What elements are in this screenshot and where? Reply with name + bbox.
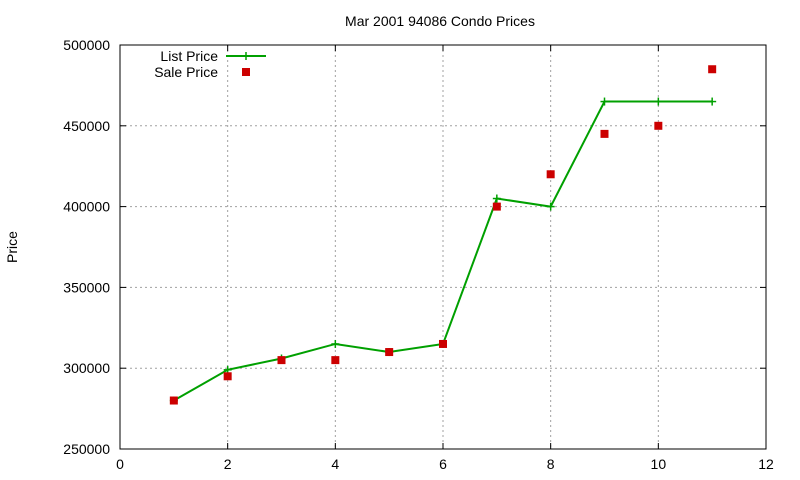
sale-price-point (492, 202, 501, 211)
y-tick-label: 500000 (63, 37, 110, 53)
x-tick-label: 0 (116, 456, 124, 472)
sale-price-point (708, 65, 717, 74)
y-tick-label: 400000 (63, 199, 110, 215)
sale-price-point (439, 339, 447, 348)
legend-square-swatch (242, 68, 250, 76)
x-tick-label: 6 (439, 456, 447, 472)
x-tick-label: 8 (547, 456, 555, 472)
y-tick-label: 350000 (63, 279, 110, 295)
series-layer (169, 65, 717, 405)
list-price-point (708, 97, 717, 106)
list-price-point (331, 339, 340, 348)
y-tick-label: 450000 (63, 118, 110, 134)
chart-title: Mar 2001 94086 Condo Prices (345, 13, 535, 29)
sale-price-point (546, 170, 555, 179)
y-tick-label: 250000 (63, 441, 110, 457)
sale-price-point (169, 396, 178, 405)
sale-price-point (223, 372, 232, 381)
axes: 0 2 4 6 8 10 12 250000 300000 350000 400000 450000 5… (63, 37, 774, 472)
list-price-point (546, 202, 555, 211)
sale-price-point (600, 129, 609, 138)
x-tick-label: 10 (651, 456, 667, 472)
x-tick-label: 12 (758, 456, 774, 472)
sale-price-point (331, 356, 340, 365)
list-price-point (492, 194, 501, 203)
legend-label: Sale Price (154, 64, 218, 80)
grid-lines (120, 45, 766, 449)
y-tick-label: 300000 (63, 360, 110, 376)
x-tick-label: 4 (331, 456, 339, 472)
sale-price-point (654, 121, 663, 130)
sale-price-point (277, 356, 286, 365)
sale-price-point (385, 348, 394, 357)
legend-label: List Price (160, 48, 218, 64)
list-price-point (654, 97, 663, 106)
x-tick-label: 2 (224, 456, 232, 472)
list-price-point (600, 97, 609, 106)
y-axis-label: Price (4, 231, 20, 263)
